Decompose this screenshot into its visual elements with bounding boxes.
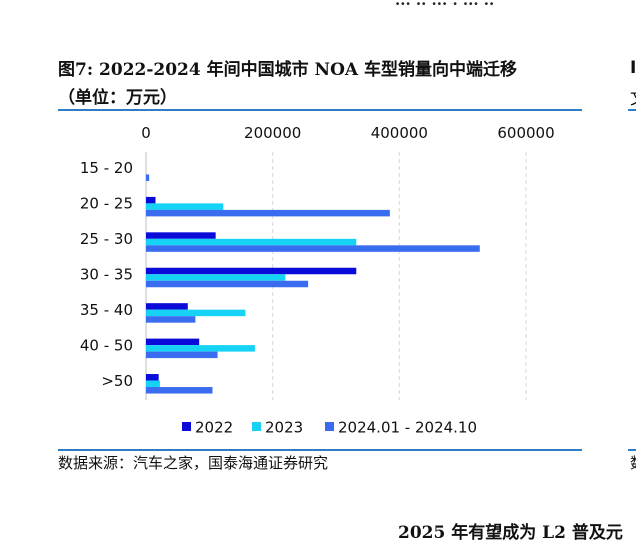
legend-label: 2024.01 - 2024.10	[338, 419, 477, 437]
bar-2023	[146, 309, 246, 317]
bar-2023	[146, 345, 255, 352]
figure-title-line2: （单位：万元）	[58, 88, 177, 108]
bar-2022	[146, 232, 216, 239]
bar-2023	[146, 380, 160, 388]
top-rule	[58, 109, 582, 111]
header-fragment: ... .. ... . ... ..	[395, 0, 495, 9]
bar-2022	[146, 267, 357, 275]
x-tick-label: 0	[141, 124, 151, 142]
y-category-label: 30 - 35	[80, 266, 133, 284]
x-tick-label: 400000	[371, 124, 428, 142]
bar-2024-01-2024-10	[146, 387, 213, 394]
figure-title-line1: 2022-2024 年间中国城市 NOA 车型销量向中端迁移	[99, 60, 518, 80]
legend-swatch	[252, 422, 261, 431]
bar-2023	[146, 238, 357, 246]
bar-2024-01-2024-10	[146, 351, 218, 359]
bars	[146, 174, 480, 394]
bar-2023	[146, 274, 286, 281]
x-tick-label: 600000	[497, 124, 554, 142]
bar-2024-01-2024-10	[146, 209, 390, 217]
bar-2022	[146, 196, 156, 204]
bottom-rule	[58, 449, 582, 451]
right-column-fragment-1: I	[630, 58, 636, 78]
legend-swatch	[182, 422, 191, 431]
legend-label: 2022	[195, 419, 233, 437]
figure-title: 图7: 2022-2024 年间中国城市 NOA 车型销量向中端迁移 （单位：万…	[58, 56, 588, 112]
bar-2022	[146, 338, 200, 346]
y-category-label: 25 - 30	[80, 230, 133, 248]
y-category-label: 40 - 50	[80, 336, 133, 354]
y-axis-categories: 15 - 20 20 - 25 25 - 30 30 - 35 35 - 40 40 - …	[80, 159, 133, 390]
bar-2024-01-2024-10	[146, 280, 309, 288]
bar-2024-01-2024-10	[146, 174, 150, 181]
legend: 2022 2023 2024.01 - 2024.10	[182, 419, 477, 437]
x-axis-ticks: 0 200000 400000 600000	[141, 124, 554, 142]
legend-swatch	[325, 422, 334, 431]
y-category-label: 35 - 40	[80, 301, 133, 319]
bar-2024-01-2024-10	[146, 316, 196, 323]
right-column-fragment-2: 文	[630, 84, 636, 109]
bar-chart: 0 200000 400000 600000 15 - 20 20 - 25 25 - 3…	[80, 124, 555, 437]
y-category-label: 15 - 20	[80, 159, 133, 177]
y-category-label: 20 - 25	[80, 195, 133, 213]
footer-fragment: 2025 年有望成为 L2 普及元	[398, 523, 623, 543]
legend-label: 2023	[265, 419, 303, 437]
y-category-label: >50	[101, 372, 133, 390]
bar-2024-01-2024-10	[146, 245, 480, 252]
source-note: 数据来源：汽车之家，国泰海通证券研究	[58, 454, 329, 472]
right-column-fragment-3: 数	[630, 452, 636, 473]
right-column-bottom-rule	[628, 449, 636, 451]
bar-2022	[146, 303, 188, 310]
x-tick-label: 200000	[244, 124, 301, 142]
bar-2023	[146, 203, 224, 210]
right-column-top-rule	[628, 109, 636, 111]
figure-label: 图7:	[58, 60, 94, 80]
bar-2022	[146, 374, 159, 381]
